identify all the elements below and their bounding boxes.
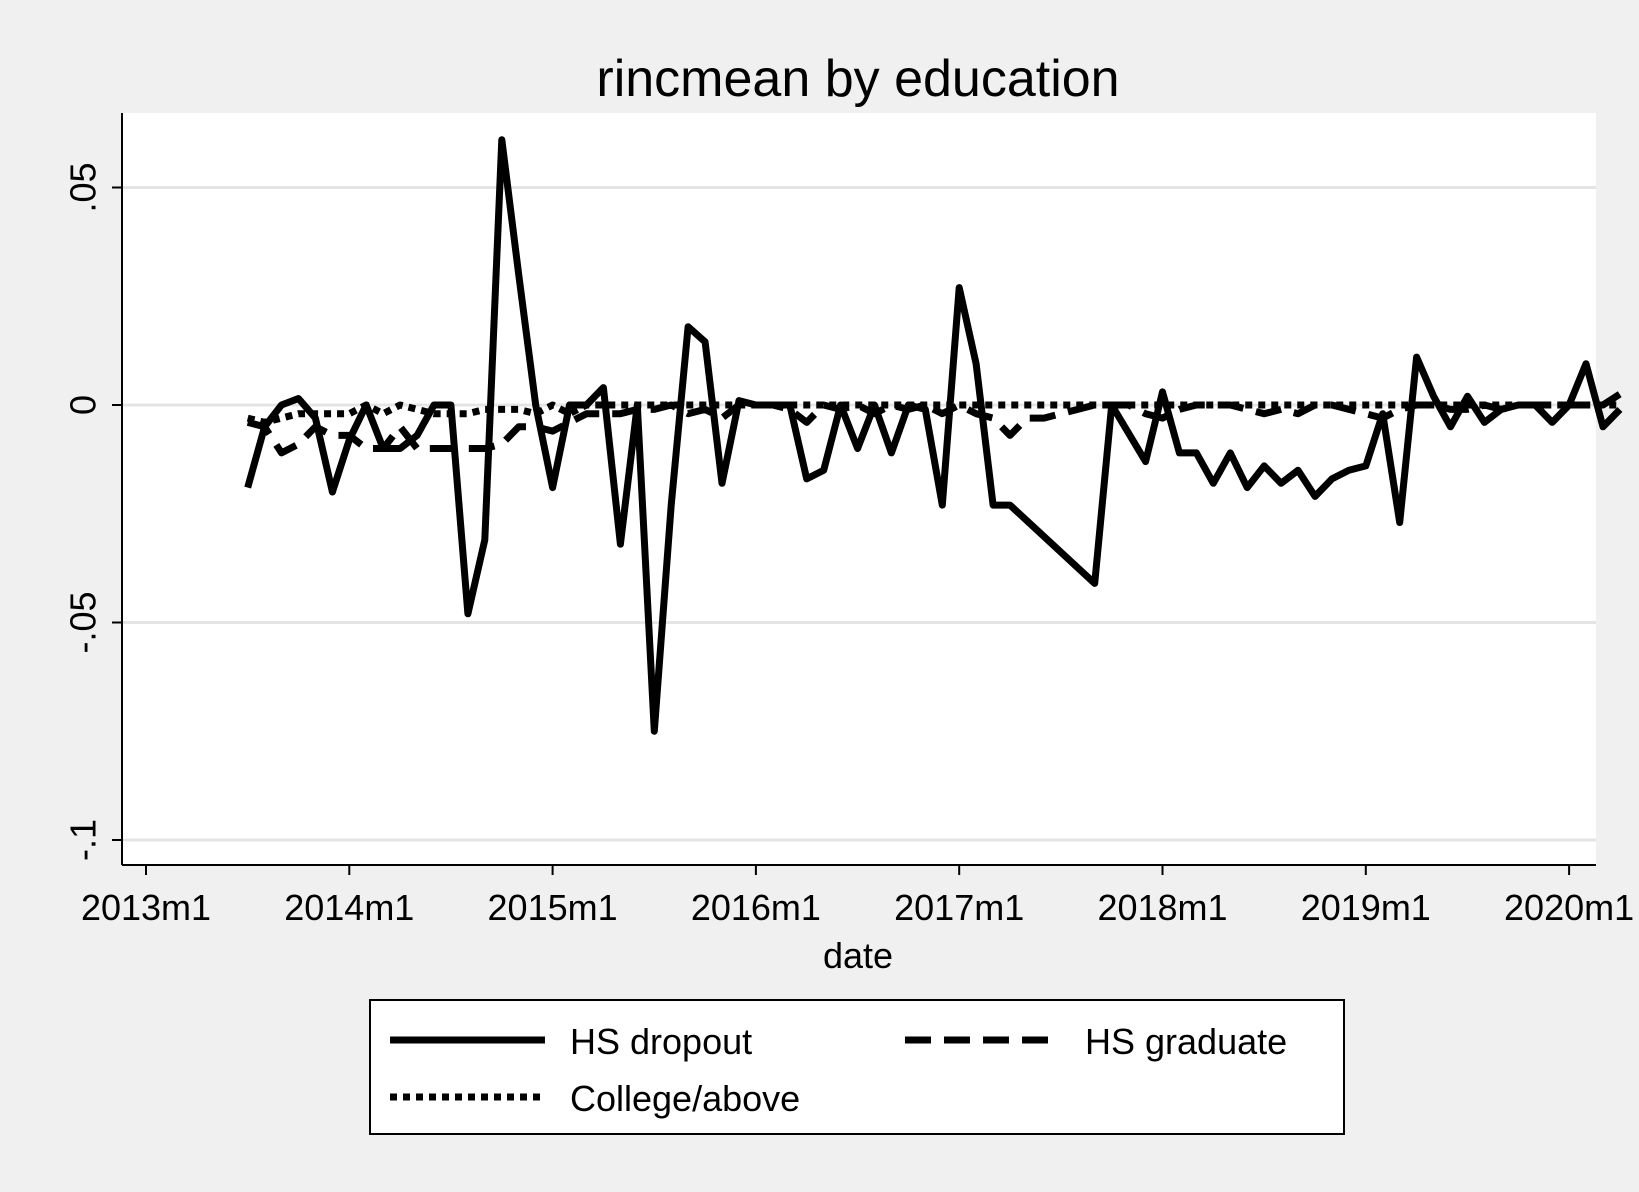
x-tick-label: 2018m1 bbox=[1097, 887, 1227, 928]
x-tick-label: 2016m1 bbox=[691, 887, 821, 928]
legend: HS dropout HS graduate College/above bbox=[369, 999, 1345, 1135]
axes bbox=[121, 113, 1596, 866]
plot-area bbox=[122, 113, 1596, 865]
x-tick-label: 2017m1 bbox=[894, 887, 1024, 928]
legend-box bbox=[369, 999, 1345, 1135]
x-ticks: 2013m1 2014m1 2015m1 2016m1 2017m1 2018m1 2019… bbox=[81, 865, 1634, 928]
y-ticks: .05 0 -.05 -.1 bbox=[63, 162, 122, 861]
series-lines bbox=[244, 136, 1623, 735]
x-tick-label: 2013m1 bbox=[81, 887, 211, 928]
x-tick-label: 2014m1 bbox=[284, 887, 414, 928]
series-line-hs-dropout bbox=[244, 136, 1623, 735]
x-tick-label: 2019m1 bbox=[1301, 887, 1431, 928]
x-axis-label: date bbox=[823, 935, 893, 976]
y-tick-label: .05 bbox=[63, 162, 104, 212]
series-line-hs-graduate bbox=[246, 391, 1622, 457]
legend-label-hs-dropout: HS dropout bbox=[570, 1021, 752, 1062]
legend-label-college-above: College/above bbox=[570, 1078, 800, 1119]
x-tick-label: 2020m1 bbox=[1504, 887, 1634, 928]
y-tick-label: 0 bbox=[63, 395, 104, 415]
x-tick-label: 2015m1 bbox=[488, 887, 618, 928]
chart-title: rincmean by education bbox=[596, 50, 1119, 108]
y-tick-label: -.05 bbox=[63, 591, 104, 653]
y-tick-label: -.1 bbox=[63, 819, 104, 861]
series-line-college-above bbox=[246, 401, 1620, 426]
legend-label-hs-graduate: HS graduate bbox=[1085, 1021, 1287, 1062]
